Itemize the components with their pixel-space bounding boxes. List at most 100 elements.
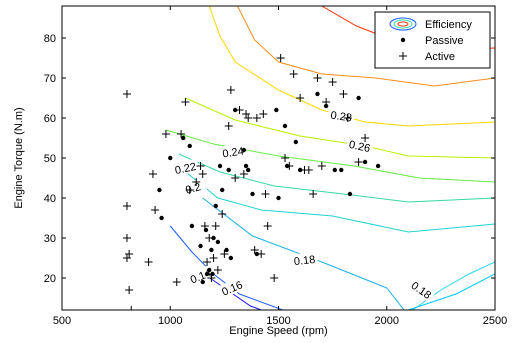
active-point [226, 86, 235, 94]
active-point [280, 154, 289, 162]
active-point [161, 130, 170, 138]
legend-plus-icon [399, 52, 407, 60]
passive-point [200, 279, 205, 285]
passive-point [157, 187, 162, 193]
active-point [304, 166, 313, 174]
contour-label-group: 0.24 [219, 143, 247, 160]
active-point [122, 202, 131, 210]
active-point [354, 158, 363, 166]
active-point [257, 250, 266, 258]
active-point [181, 98, 190, 106]
active-point [309, 190, 318, 198]
contour-label: 0.24 [222, 146, 245, 161]
x-tick-label: 2500 [483, 315, 507, 327]
passive-point [211, 235, 216, 241]
contour-label-bg [345, 136, 374, 155]
active-point [252, 114, 261, 122]
active-point [239, 170, 248, 178]
active-point [339, 90, 348, 98]
active-point [207, 274, 216, 282]
active-point [276, 54, 285, 62]
y-tick-label: 30 [44, 233, 56, 245]
contour-label-bg [407, 276, 437, 303]
passive-point [209, 247, 214, 253]
contour-label-bg [171, 158, 200, 177]
passive-point [276, 195, 281, 201]
passive-point [254, 251, 260, 257]
active-point [127, 306, 136, 310]
active-point [144, 258, 153, 266]
active-point [177, 130, 186, 138]
contour-line [202, 197, 405, 310]
passive-point [233, 107, 238, 113]
active-point [185, 186, 194, 194]
active-point [148, 170, 157, 178]
active-point [203, 258, 212, 266]
contour-label-bg [217, 276, 247, 299]
contour-label: 0.22 [174, 161, 197, 177]
y-tick-label: 60 [44, 113, 56, 125]
passive-point [207, 267, 212, 273]
active-point [125, 286, 134, 294]
legend-label: Active [425, 51, 455, 63]
legend-contour-outer [389, 17, 417, 31]
active-point [317, 162, 326, 170]
passive-point [362, 159, 368, 165]
y-tick-label: 50 [44, 153, 56, 165]
passive-point [274, 107, 279, 113]
active-point [205, 234, 214, 242]
y-tick-label: 70 [44, 73, 56, 85]
contour-label-bg [219, 143, 247, 160]
passive-point [241, 147, 247, 153]
x-tick-label: 2000 [375, 315, 399, 327]
passive-point [243, 163, 249, 169]
legend: Efficiency Passive Active [374, 11, 491, 69]
x-tick-label: 1500 [266, 315, 290, 327]
passive-point [315, 91, 320, 97]
active-point [224, 122, 233, 130]
active-point [328, 78, 337, 86]
x-tick-label: 1000 [158, 315, 182, 327]
contour-label-bg [290, 251, 319, 268]
passive-point [226, 167, 231, 173]
passive-point [159, 215, 164, 221]
legend-dot-icon [400, 37, 406, 43]
active-point [250, 246, 259, 254]
passive-point [245, 167, 251, 173]
contour-line [185, 97, 495, 159]
active-point [220, 250, 229, 258]
contour-label-group: 0.22 [171, 158, 200, 177]
passive-point [293, 139, 299, 145]
active-point [361, 134, 370, 142]
y-tick-label: 20 [44, 273, 56, 285]
passive-point [215, 239, 221, 245]
passive-point [297, 167, 303, 173]
active-point [192, 178, 201, 186]
y-axis-title: Engine Torque (N.m) [13, 107, 25, 208]
active-point [296, 94, 305, 102]
passive-point [217, 163, 223, 169]
axes: 500 1000 1500 2000 2500 20 30 40 50 60 70 80 [44, 6, 507, 327]
passive-point [181, 135, 186, 141]
active-point [200, 222, 209, 230]
contour-line [236, 6, 495, 87]
active-point [125, 250, 134, 258]
active-point [209, 254, 218, 262]
passive-point [339, 167, 344, 173]
active-point [231, 174, 240, 182]
passive-point [168, 155, 173, 161]
active-point [122, 234, 131, 242]
legend-label: Passive [425, 35, 464, 47]
active-point [270, 274, 279, 282]
passive-point [356, 95, 361, 101]
active-point [242, 110, 251, 118]
passive-point [228, 255, 234, 261]
legend-label: Efficiency [425, 19, 472, 31]
active-point [172, 278, 181, 286]
passive-point [375, 163, 381, 169]
active-point [244, 114, 253, 122]
contour-label-group: 0.26 [345, 136, 374, 155]
passive-point [187, 143, 192, 149]
data-markers [122, 54, 381, 310]
contour-line [178, 153, 495, 203]
